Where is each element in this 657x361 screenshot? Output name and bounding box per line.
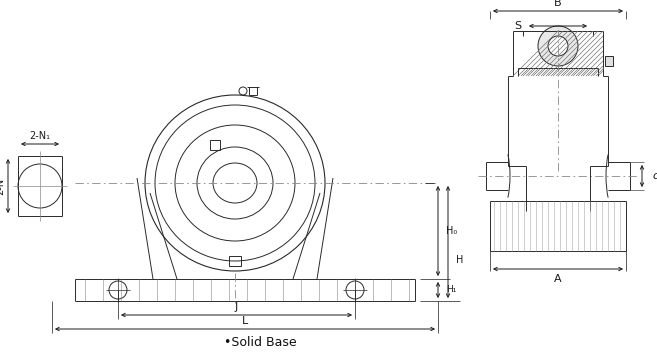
Text: H: H: [456, 255, 463, 265]
Text: •Solid Base: •Solid Base: [223, 336, 296, 349]
Text: 2-N: 2-N: [0, 178, 5, 195]
Bar: [605, 56, 613, 66]
Circle shape: [548, 36, 568, 56]
Text: J: J: [235, 302, 238, 312]
Text: A: A: [555, 274, 562, 284]
Text: L: L: [242, 316, 248, 326]
Circle shape: [538, 26, 578, 66]
Text: H₀: H₀: [446, 226, 457, 236]
Text: S: S: [514, 21, 522, 31]
Text: H₁: H₁: [446, 286, 457, 295]
Bar: [210, 140, 220, 150]
Text: B: B: [555, 0, 562, 8]
Text: 2-N₁: 2-N₁: [30, 131, 51, 141]
Bar: [229, 256, 241, 266]
Text: d: d: [652, 171, 657, 181]
